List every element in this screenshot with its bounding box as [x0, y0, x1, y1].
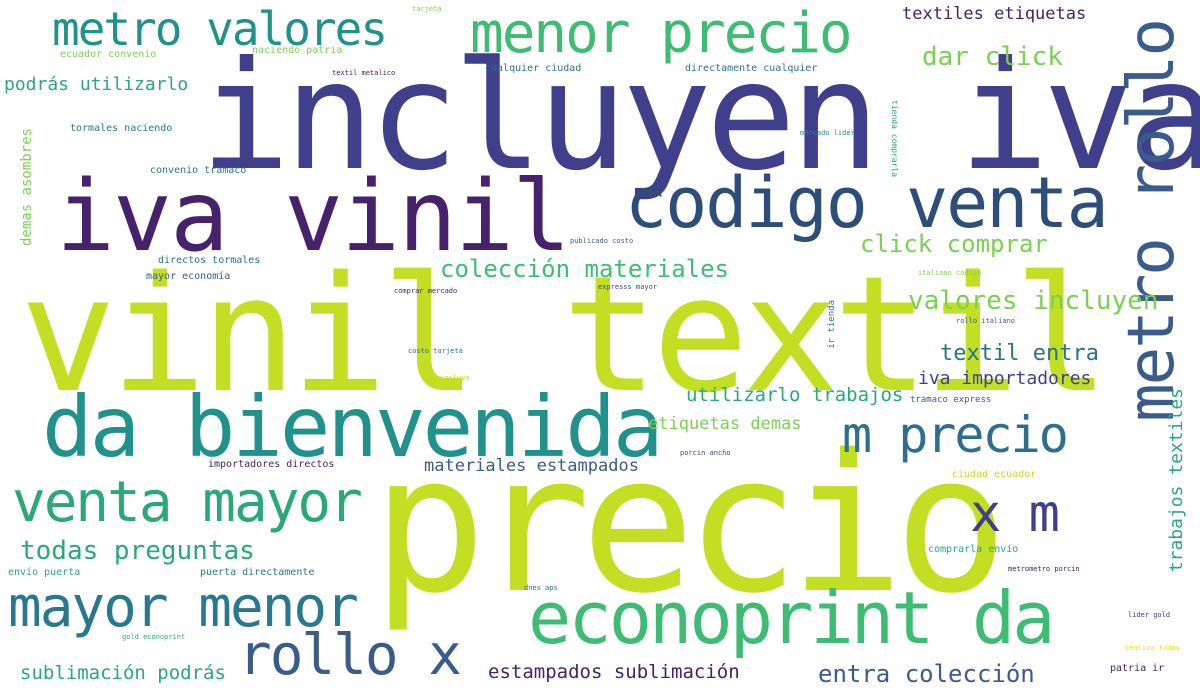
word-materiales-estampados: materiales estampados: [424, 456, 639, 476]
word-iva-vinil: iva vinil: [56, 160, 571, 274]
word-econoprint-da: econoprint da: [528, 576, 1056, 660]
word-da-bienvenida: da bienvenida: [42, 378, 663, 476]
word-tramaco-express: tramaco express: [910, 395, 992, 405]
word-demas-asombres: demas asombres: [19, 128, 35, 247]
word-ecuador-convenio: ecuador convenio: [60, 49, 157, 60]
word-importadores-directos: importadores directos: [208, 459, 335, 470]
word-menor-precio: menor precio: [470, 1, 853, 66]
word-porcin-ancho: porcin ancho: [680, 449, 731, 457]
word-tormales-naciendo: tormales naciendo: [70, 123, 173, 134]
word-venta-mayor: venta mayor: [12, 470, 363, 535]
word-codigo-venta: codigo venta: [625, 162, 1109, 244]
word-italiano-codigo: italiano codigo: [918, 269, 982, 277]
word-comprarla-envio: comprarla envío: [928, 544, 1019, 555]
word-puerta-directamente: puerta directamente: [200, 567, 315, 578]
word-click-comprar: click comprar: [860, 230, 1048, 258]
word-valores-incluyen: valores incluyen: [908, 286, 1159, 316]
word-metro-valores: metro valores: [52, 2, 388, 56]
word-textiles-etiquetas: textiles etiquetas: [902, 4, 1087, 24]
word-ciudad-ecuador: ciudad ecuador: [952, 469, 1037, 480]
word-comprar-mercado: comprar mercado: [394, 287, 458, 295]
word-vinil-textil: vinil textil: [20, 241, 1110, 428]
word-cualquier-ciudad: cualquier ciudad: [485, 63, 582, 74]
word-rollo-italiano: rollo italiano: [956, 317, 1016, 325]
word-podras-utilizarlo: podrás utilizarlo: [4, 74, 189, 95]
word-envio-puerta: envío puerta: [8, 567, 81, 578]
word-mayor-economia: mayor economía: [146, 271, 231, 282]
word-m-precio: m precio: [842, 406, 1069, 464]
word-directamente-cualquier: directamente cualquier: [685, 63, 818, 74]
word-patria-ir: patria ir: [1110, 663, 1165, 674]
word-dnes-aps: dnes aps: [524, 584, 558, 592]
word-incluye: incluye: [440, 374, 470, 382]
word-precio: precio: [372, 414, 1008, 635]
word-metro-rollo: metro rollo: [1115, 20, 1189, 422]
word-utilizarlo-trabajos: utilizarlo trabajos: [686, 384, 904, 406]
word-sublimacion-podras: sublimación podrás: [20, 662, 226, 684]
word-coleccion-materiales: colección materiales: [440, 255, 729, 283]
word-dar-click: dar click: [922, 42, 1063, 72]
word-rollo-x: rollo x: [238, 623, 462, 688]
word-tienda-comprarla: tienda comprarla: [890, 100, 899, 178]
word-trabajos-textiles: trabajos textiles: [1166, 388, 1187, 573]
word-expresss-mayor: expresss mayor: [598, 283, 658, 291]
word-gold-econoprint: gold econoprint: [122, 633, 186, 641]
word-entra-coleccion: entra colección: [818, 660, 1035, 688]
word-incluyen-iva: incluyen iva: [200, 30, 1200, 204]
word-convenio-tramaco: convenio tramaco: [150, 165, 247, 176]
word-metrometro-porcin: metrometro porcin: [1008, 565, 1080, 573]
word-iva-importadores: iva importadores: [918, 368, 1092, 389]
word-mercado-lider: mercado lider: [800, 129, 855, 137]
word-publicado-costo: publicado costo: [570, 237, 634, 245]
word-tarjeta: tarjeta: [412, 5, 442, 13]
word-costo-tarjeta: costo tarjeta: [408, 347, 463, 355]
word-estampados-sublimacion: estampados sublimación: [488, 661, 740, 683]
word-directos-tormales: directos tormales: [158, 255, 261, 266]
word-x-m: x m: [970, 484, 1060, 544]
word-textil-entra: textil entra: [940, 341, 1099, 366]
word-todas-preguntas: todas preguntas: [20, 536, 255, 566]
word-etiquetas-demas: etiquetas demas: [648, 414, 802, 434]
word-ir-tienda: ir tienda: [827, 300, 837, 349]
word-realiza-todas: realiza todas: [1125, 644, 1180, 652]
word-lider-gold: lider gold: [1128, 611, 1171, 619]
word-textil-metalico: textil metalico: [332, 69, 396, 77]
word-mayor-menor: mayor menor: [8, 575, 359, 640]
word-naciendo-patria: naciendo patria: [252, 45, 343, 56]
